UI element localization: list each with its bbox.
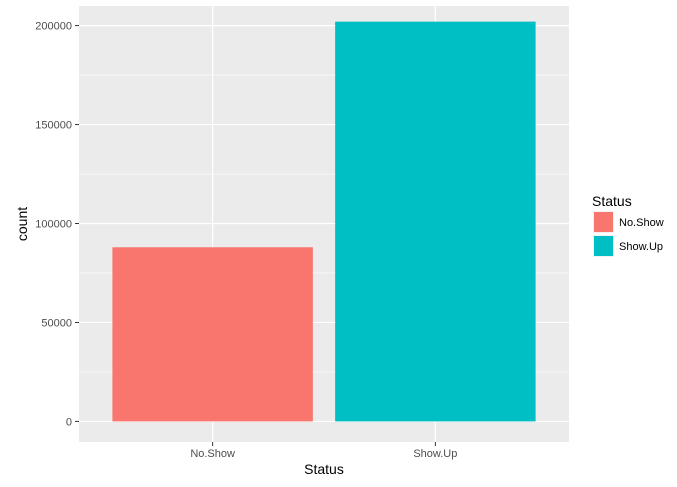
- bar-show-up: [335, 21, 536, 422]
- legend-entries: No.Show Show.Up: [593, 211, 664, 257]
- y-axis-title: count: [14, 207, 30, 241]
- legend-title: Status: [592, 193, 632, 209]
- legend-swatch: [594, 212, 613, 232]
- y-tick-label: 0: [66, 416, 72, 428]
- y-tick-label: 150000: [35, 120, 72, 132]
- x-axis-title: Status: [304, 461, 344, 477]
- legend-label: No.Show: [619, 217, 664, 229]
- bars-group: [112, 21, 536, 422]
- x-tick-label: No.Show: [190, 448, 235, 460]
- legend-swatch: [594, 236, 613, 256]
- x-tick-label: Show.Up: [413, 448, 457, 460]
- y-axis: 0 50000 100000 150000 200000: [35, 21, 79, 428]
- legend: Status No.Show Show.Up: [592, 193, 664, 257]
- y-tick-label: 200000: [35, 21, 72, 33]
- bar-no-show: [112, 247, 313, 422]
- y-tick-label: 100000: [35, 219, 72, 231]
- legend-label: Show.Up: [619, 241, 663, 253]
- x-axis: No.Show Show.Up: [190, 442, 457, 460]
- y-tick-label: 50000: [41, 317, 72, 329]
